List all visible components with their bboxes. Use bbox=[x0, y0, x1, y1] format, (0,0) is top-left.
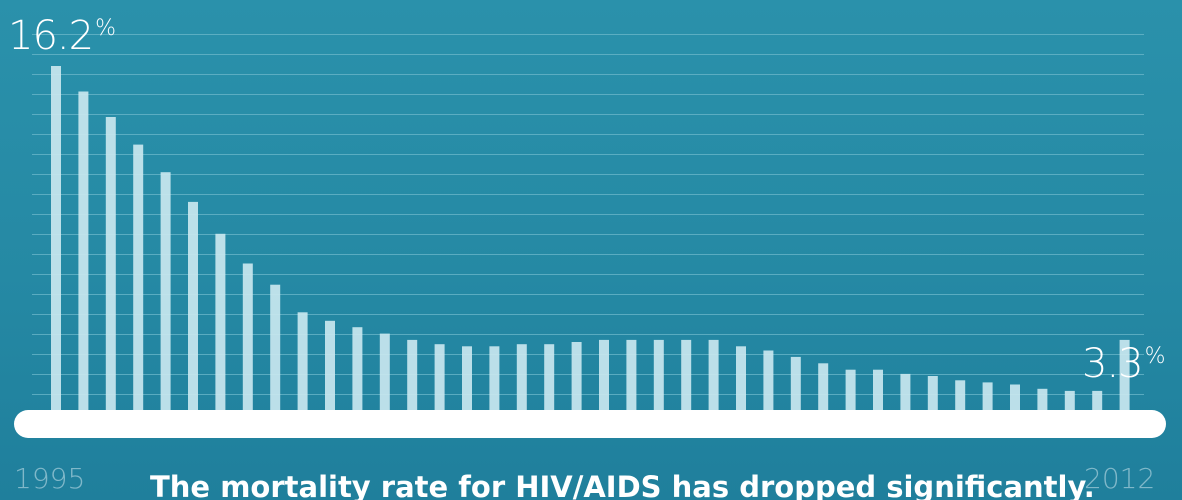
bar bbox=[653, 339, 664, 414]
bar bbox=[325, 320, 335, 414]
bar bbox=[489, 346, 500, 414]
bar bbox=[708, 339, 719, 414]
bar bbox=[736, 346, 746, 414]
bar bbox=[407, 339, 418, 414]
bar bbox=[818, 363, 829, 414]
start-value-callout: 16.2% bbox=[8, 16, 116, 56]
end-value-callout: 3.3% bbox=[1082, 344, 1166, 384]
bar bbox=[544, 344, 555, 414]
bar bbox=[270, 284, 281, 414]
bar bbox=[51, 66, 61, 414]
bar bbox=[955, 380, 966, 414]
bar bbox=[1092, 390, 1103, 414]
chart-caption: The mortality rate for HIV/AIDS has drop… bbox=[150, 470, 1095, 500]
bar bbox=[626, 339, 637, 414]
bar bbox=[927, 376, 938, 414]
bar bbox=[297, 312, 308, 414]
start-unit: % bbox=[95, 16, 116, 41]
bar bbox=[434, 344, 445, 414]
bar bbox=[462, 346, 472, 414]
bar bbox=[105, 117, 116, 414]
bars bbox=[51, 66, 1130, 414]
bar bbox=[215, 233, 226, 414]
bar bbox=[352, 327, 363, 414]
bar bbox=[1037, 388, 1048, 414]
bar bbox=[845, 369, 856, 414]
gridlines bbox=[32, 34, 1144, 395]
bar bbox=[1064, 390, 1075, 414]
start-value: 16.2 bbox=[8, 13, 94, 59]
bar bbox=[571, 342, 582, 414]
bar bbox=[78, 91, 89, 414]
end-value: 3.3 bbox=[1082, 341, 1144, 387]
x-start-label: 1995 bbox=[14, 462, 86, 495]
bar bbox=[982, 382, 993, 414]
end-unit: % bbox=[1144, 344, 1166, 369]
bar bbox=[188, 201, 198, 414]
x-end-label: 2012 bbox=[1084, 462, 1156, 495]
bar bbox=[873, 369, 883, 414]
bar bbox=[900, 373, 911, 414]
baseline bbox=[14, 410, 1166, 438]
bar bbox=[763, 350, 774, 414]
bar bbox=[790, 356, 801, 414]
bar bbox=[599, 339, 609, 414]
bar bbox=[242, 263, 253, 414]
bar bbox=[516, 344, 527, 414]
bar bbox=[133, 144, 144, 414]
bar bbox=[379, 333, 390, 414]
bar bbox=[160, 172, 171, 414]
bar bbox=[1010, 384, 1020, 414]
bar bbox=[681, 339, 692, 414]
bar bbox=[1119, 339, 1130, 414]
